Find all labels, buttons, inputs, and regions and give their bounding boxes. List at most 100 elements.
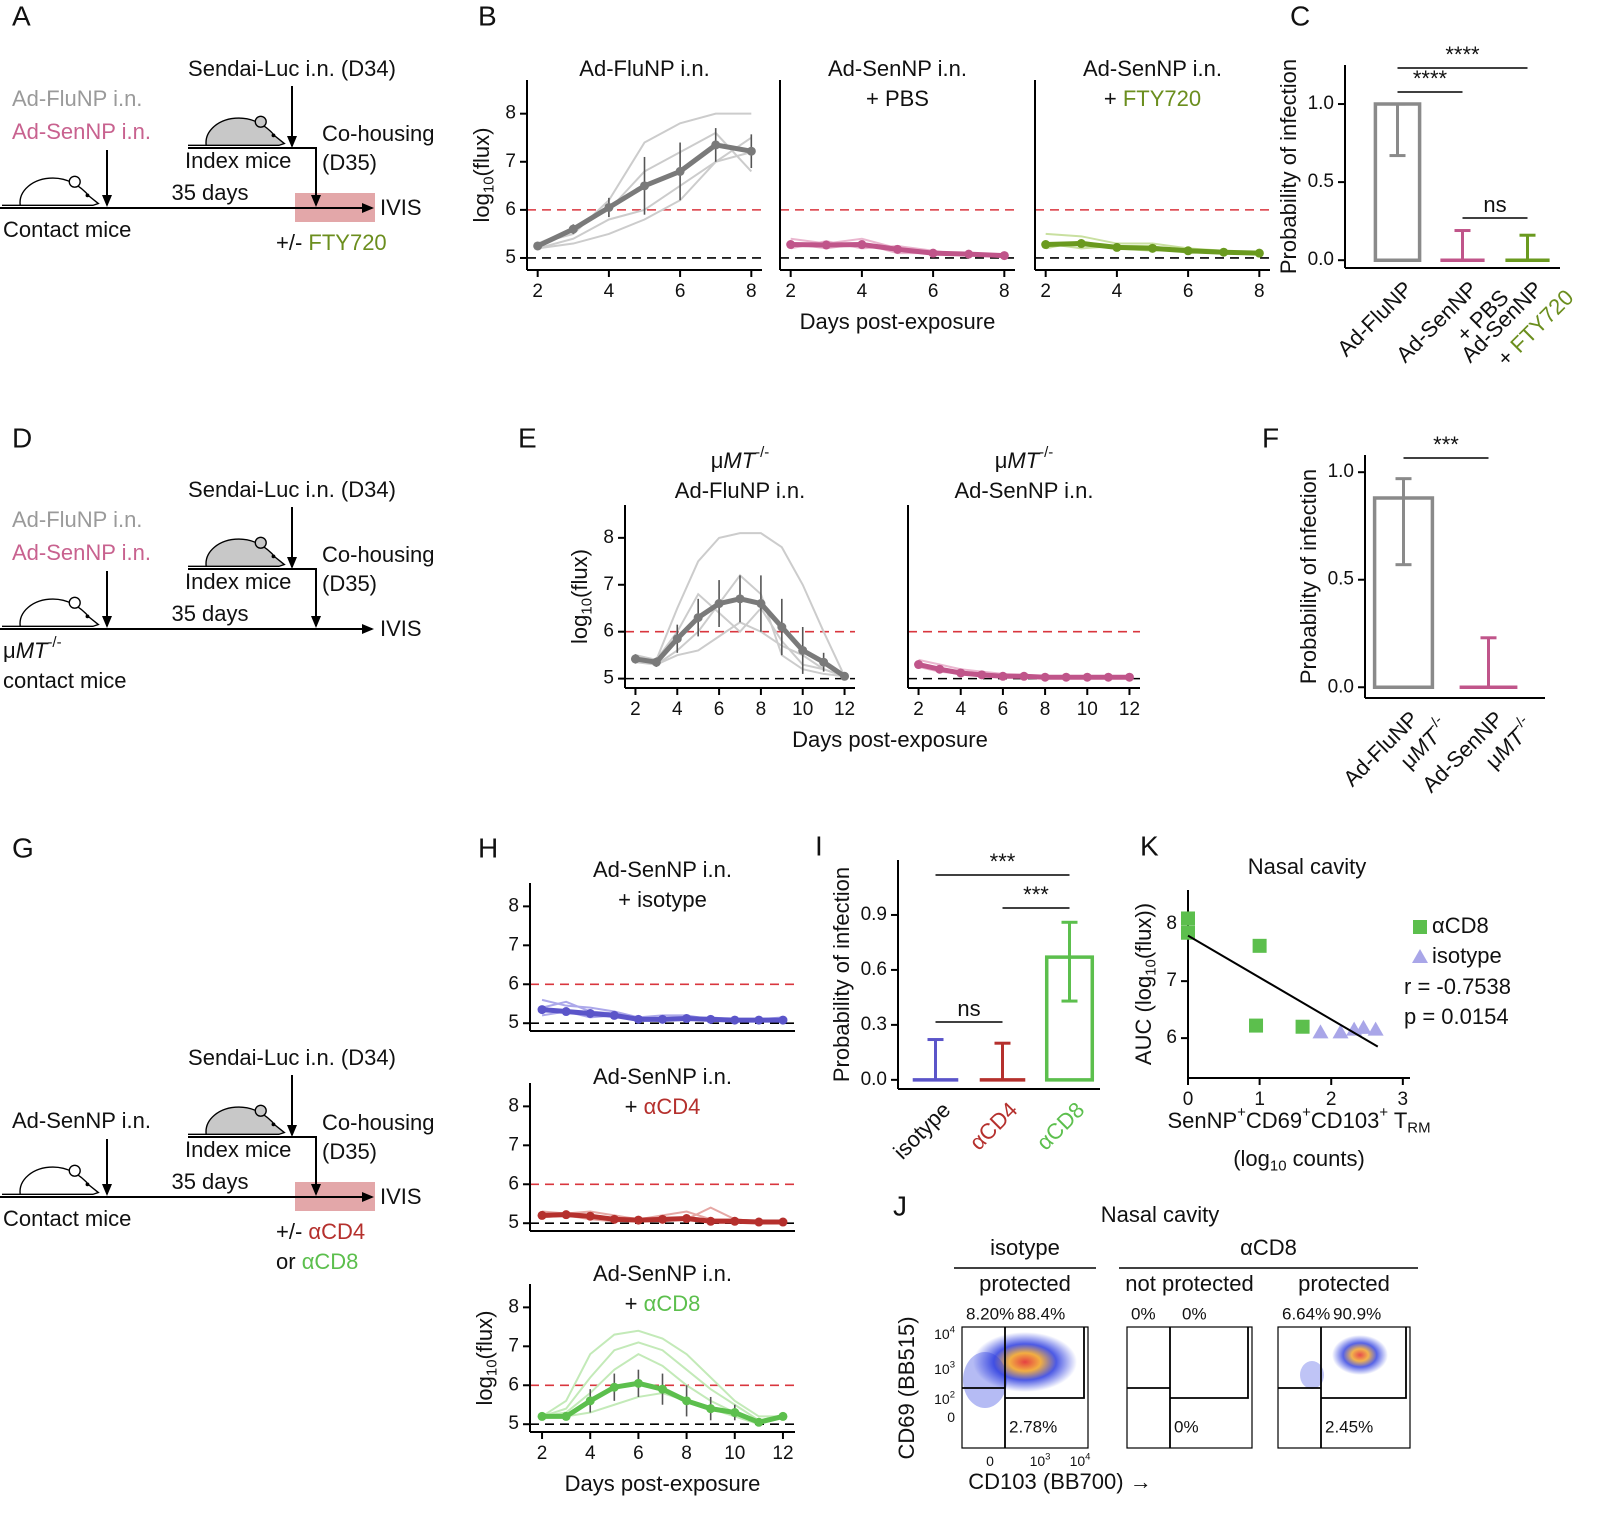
chart-title-part: Ad-SenNP i.n.	[593, 1261, 732, 1286]
contact-label-part: -/-	[47, 634, 61, 651]
y-axis-label-part: 10	[481, 176, 498, 193]
x-tick-label-part: 0	[986, 1453, 994, 1469]
infection-label: Sendai-Luc i.n. (D34)	[188, 477, 396, 502]
x-tick-label: 6	[928, 281, 939, 302]
mean-point	[778, 1217, 788, 1227]
y-axis-label: log10(flux)	[469, 128, 498, 223]
y-tick-label: 0.5	[1308, 171, 1334, 192]
contact-mouse	[2, 596, 100, 628]
x-tick-label: 3	[1398, 1089, 1409, 1110]
y-tick-label: 5	[508, 1413, 519, 1434]
point	[1355, 1019, 1372, 1034]
mean-point	[1082, 672, 1092, 682]
mean-point	[999, 251, 1009, 261]
x-axis-label-part: T	[1388, 1108, 1407, 1133]
chart-title-part: αCD4	[644, 1094, 701, 1119]
mean-point	[756, 599, 766, 609]
y-axis-label-part: (flux)	[472, 1311, 497, 1360]
significance-label: ****	[1445, 42, 1480, 67]
y-tick-label: 8	[508, 1296, 519, 1317]
infection-label: Sendai-Luc i.n. (D34)	[188, 56, 396, 81]
flow-title: Nasal cavity	[1101, 1202, 1220, 1227]
x-tick-label: 0	[1183, 1089, 1194, 1110]
mean-point	[706, 1404, 716, 1414]
x-axis-label-part: CD103	[1311, 1108, 1379, 1133]
vaccine-label: Ad-SenNP i.n.	[12, 1108, 151, 1133]
x-tick-label: 103	[1030, 1451, 1051, 1469]
y-tick-label: 6	[603, 621, 614, 642]
chart-title-part: FTY720	[1123, 86, 1201, 111]
chart-title-part: +	[625, 1094, 644, 1119]
mean-point	[754, 1417, 764, 1427]
significance-label: ns	[1483, 192, 1506, 217]
cell-density	[1332, 1335, 1388, 1375]
x-tick-label: 4	[585, 1443, 596, 1464]
mean-point	[714, 599, 724, 609]
y-tick-label: 103	[934, 1359, 955, 1377]
x-axis-label-part: (log	[1233, 1146, 1270, 1171]
gate-percent: 2.78%	[1009, 1417, 1057, 1436]
x-axis-label-part: 10	[1270, 1158, 1287, 1175]
mean-point	[633, 1378, 643, 1388]
significance-label: ***	[1433, 432, 1459, 457]
y-tick-label: 0.9	[861, 904, 887, 925]
y-axis-label-part: (flux)	[469, 128, 494, 177]
vaccine-label-part: Ad-SenNP i.n.	[12, 540, 151, 565]
vaccine-label-part: Ad-SenNP i.n.	[12, 119, 151, 144]
index-mouse	[188, 536, 286, 568]
x-tick-label: 10	[792, 699, 813, 720]
chart-title: Ad-SenNP i.n.	[828, 56, 967, 81]
interval-label: 35 days	[171, 180, 248, 205]
x-tick-label: 12	[834, 699, 855, 720]
subset-label: not protected	[1125, 1271, 1253, 1296]
y-tick-label: 7	[508, 1335, 519, 1356]
chart-title-part: +	[1104, 86, 1123, 111]
chart-title: + isotype	[618, 887, 707, 912]
chart-title: Nasal cavity	[1248, 854, 1367, 879]
gate-percent: 0%	[1174, 1417, 1199, 1436]
chart-title-part: MT	[723, 448, 756, 473]
y-tick-label: 1.0	[1328, 461, 1354, 482]
x-tick-label: 2	[537, 1443, 548, 1464]
category-line-part: isotype	[888, 1097, 955, 1164]
x-axis-label: Days post-exposure	[800, 309, 996, 334]
y-axis-label-part: 10	[1143, 959, 1160, 976]
contact-label: μMT-/-	[3, 634, 62, 663]
bar	[1372, 496, 1435, 689]
mean-point	[633, 1215, 643, 1225]
chart-title-part: μ	[711, 448, 724, 473]
cohousing-label: Co-housing	[322, 121, 435, 146]
mean-point	[585, 1396, 595, 1406]
readout-label: IVIS	[380, 616, 422, 641]
y-tick-label: 7	[505, 151, 516, 172]
point	[1249, 1018, 1264, 1033]
y-tick-label: 8	[603, 527, 614, 548]
vaccine-label-part: Ad-SenNP i.n.	[12, 1108, 151, 1133]
mean-point	[658, 1384, 667, 1394]
contact-label-part: Contact mice	[3, 217, 131, 242]
gate-percent: 0%	[1131, 1304, 1156, 1323]
category-line-part: αCD8	[1031, 1097, 1089, 1155]
mean-point	[675, 166, 685, 176]
x-tick-label: 4	[857, 281, 868, 302]
y-axis-label: Probability of infection	[1276, 59, 1301, 274]
mean-point	[777, 622, 787, 632]
point	[1332, 1024, 1349, 1039]
panel-label: A	[12, 0, 31, 31]
chart-title-part: + isotype	[618, 887, 707, 912]
chart-title-part: Ad-SenNP i.n.	[954, 478, 1093, 503]
mean-point	[672, 634, 682, 644]
panel-label: C	[1290, 0, 1310, 31]
y-tick-label: 1.0	[1308, 93, 1334, 114]
x-tick-label-part: 4	[1085, 1451, 1091, 1462]
interval-label: 35 days	[171, 1169, 248, 1194]
x-tick-label: 4	[955, 699, 966, 720]
mean-point	[735, 594, 745, 604]
panel-label: F	[1262, 422, 1279, 453]
treatment-label-part: FTY720	[308, 230, 386, 255]
x-tick-label: 12	[772, 1443, 793, 1464]
y-tick-label: 8	[505, 103, 516, 124]
y-axis-label-part: log	[469, 193, 494, 222]
cell-density	[973, 1332, 1077, 1392]
point	[1181, 911, 1195, 926]
